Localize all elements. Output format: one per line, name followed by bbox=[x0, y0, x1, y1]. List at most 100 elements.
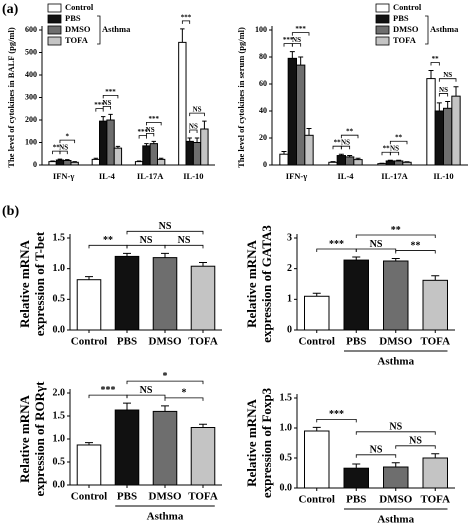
x-tick-label: IL-10 bbox=[433, 171, 453, 181]
error-bar bbox=[161, 405, 169, 412]
bar bbox=[328, 161, 338, 166]
significance-label: *** bbox=[94, 101, 105, 109]
significance-bracket bbox=[181, 20, 191, 24]
significance-bracket bbox=[438, 93, 449, 97]
bar bbox=[48, 161, 57, 166]
bar bbox=[336, 155, 347, 166]
significance-label: ** bbox=[346, 128, 354, 136]
bar bbox=[353, 159, 363, 166]
significance-label: NS bbox=[292, 36, 301, 44]
y-tick-label: 0 bbox=[263, 160, 267, 169]
y-axis-label: Relative mRNA bbox=[17, 240, 32, 328]
y-tick-label: 20 bbox=[259, 133, 267, 142]
significance-bracket bbox=[138, 135, 147, 139]
error-bar bbox=[312, 426, 321, 431]
significance-bracket bbox=[395, 445, 436, 449]
x-tick-label: DMSO bbox=[379, 336, 412, 348]
bar bbox=[106, 119, 115, 166]
bar bbox=[422, 457, 448, 489]
significance-label: NS bbox=[59, 144, 68, 152]
error-bar bbox=[281, 151, 287, 155]
x-tick-label: Control bbox=[71, 491, 107, 503]
significance-bracket bbox=[316, 419, 357, 423]
x-tick-label: TOFA bbox=[420, 494, 450, 506]
significance-bracket bbox=[355, 234, 436, 239]
x-tick-label: DMSO bbox=[379, 494, 412, 506]
bar bbox=[91, 158, 101, 166]
significance-label: * bbox=[163, 371, 168, 382]
y-tick-label: 2.0 bbox=[53, 387, 66, 398]
legend-label: PBS bbox=[393, 13, 409, 23]
bar bbox=[76, 444, 102, 486]
legend-swatch bbox=[47, 36, 62, 46]
significance-bracket bbox=[126, 380, 204, 385]
bar bbox=[200, 128, 209, 166]
legend-group-label: Asthma bbox=[102, 24, 131, 34]
error-bar bbox=[445, 101, 451, 109]
x-tick-label: PBS bbox=[117, 491, 137, 503]
significance-label: NS bbox=[178, 235, 191, 246]
y-axis-label: Relative mRNA bbox=[244, 240, 259, 328]
error-bar bbox=[347, 155, 353, 157]
x-tick-label: Control bbox=[299, 494, 335, 506]
significance-label: NS bbox=[443, 71, 452, 79]
x-tick-label: IL-17A bbox=[137, 171, 164, 181]
significance-label: NS bbox=[370, 445, 383, 456]
error-bar bbox=[123, 402, 131, 411]
error-bar bbox=[158, 157, 164, 160]
error-bar bbox=[123, 252, 131, 257]
significance-bracket bbox=[438, 78, 457, 82]
legend-brace bbox=[425, 15, 429, 45]
error-bar bbox=[355, 157, 361, 160]
significance-label: NS bbox=[159, 221, 172, 232]
y-tick-label: 60 bbox=[259, 79, 267, 88]
y-tick-label: 2 bbox=[287, 263, 292, 274]
panel-label: (b) bbox=[2, 204, 19, 219]
error-bar bbox=[136, 160, 142, 162]
significance-label: NS bbox=[439, 86, 448, 94]
significance-label: NS bbox=[390, 145, 399, 153]
error-bar bbox=[50, 160, 55, 162]
significance-bracket bbox=[430, 62, 440, 66]
y-tick-label: 1.5 bbox=[53, 232, 66, 243]
legend-swatch bbox=[375, 3, 390, 13]
bar bbox=[156, 158, 166, 166]
y-tick-label: 0.5 bbox=[53, 294, 66, 305]
legend-label: Control bbox=[393, 2, 422, 12]
significance-label: *** bbox=[105, 88, 116, 96]
error-bar bbox=[199, 423, 207, 428]
y-tick-label: 40 bbox=[259, 106, 267, 115]
error-bar bbox=[289, 51, 295, 59]
x-tick-label: DMSO bbox=[149, 491, 182, 503]
error-bar bbox=[352, 256, 361, 261]
y-tick-label: 200 bbox=[25, 115, 37, 124]
legend-label: Control bbox=[65, 2, 94, 12]
y-tick-label: 80 bbox=[259, 52, 267, 61]
error-bar bbox=[396, 159, 402, 161]
legend-brace bbox=[97, 15, 101, 45]
error-bar bbox=[431, 453, 440, 458]
bar bbox=[343, 467, 369, 489]
y-tick-label: 1.5 bbox=[280, 392, 293, 403]
bar bbox=[63, 160, 72, 166]
significance-bracket bbox=[395, 250, 436, 254]
bar bbox=[383, 466, 409, 489]
significance-label: NS bbox=[341, 139, 350, 147]
significance-label: *** bbox=[181, 13, 192, 21]
y-tick-label: 0.0 bbox=[53, 479, 66, 490]
y-axis-label: expression of T-bet bbox=[32, 231, 47, 336]
significance-label: ** bbox=[103, 235, 113, 246]
bar bbox=[304, 134, 314, 166]
significance-label: *** bbox=[295, 25, 306, 33]
significance-bracket bbox=[189, 129, 198, 133]
bar bbox=[383, 260, 409, 331]
x-tick-label: IFN-γ bbox=[286, 171, 307, 181]
bar bbox=[152, 257, 178, 331]
x-tick-label: IL-4 bbox=[337, 171, 354, 181]
significance-label: ** bbox=[395, 134, 403, 142]
x-tick-label: TOFA bbox=[188, 336, 218, 348]
significance-label: *** bbox=[138, 128, 149, 136]
legend-swatch bbox=[47, 25, 62, 35]
